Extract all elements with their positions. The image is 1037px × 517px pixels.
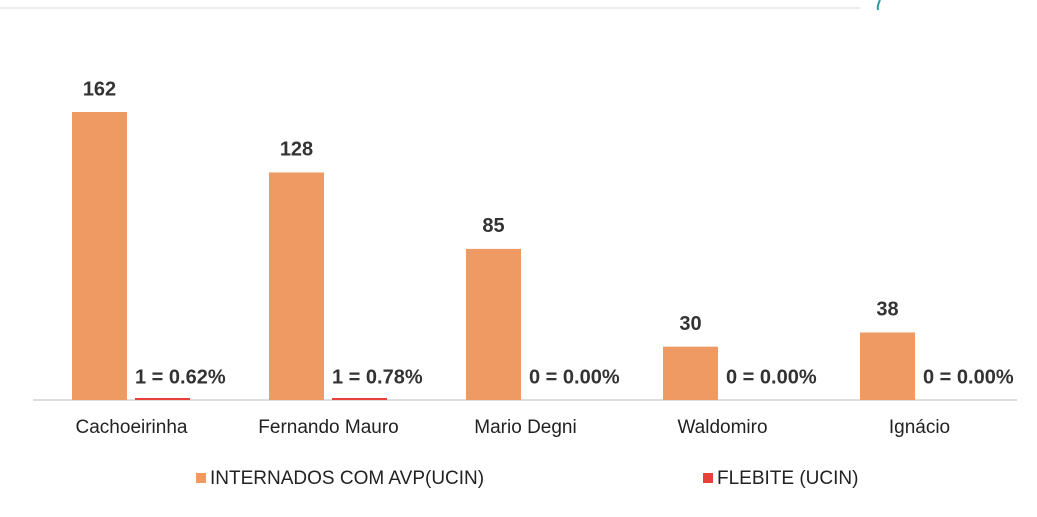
- data-label: 0 = 0.00%: [726, 366, 817, 388]
- decoration: [876, 0, 881, 11]
- data-label: 30: [679, 313, 701, 335]
- bar: [135, 398, 190, 400]
- bar: [663, 346, 718, 400]
- legend-swatch: [196, 473, 206, 483]
- bar: [860, 332, 915, 400]
- data-label: 162: [83, 78, 116, 100]
- legend-swatch: [703, 473, 713, 483]
- x-tick-label: Ignácio: [889, 417, 950, 438]
- legend-label: INTERNADOS COM AVP(UCIN): [210, 468, 484, 489]
- data-label: 1 = 0.78%: [332, 366, 423, 388]
- data-label: 0 = 0.00%: [923, 366, 1014, 388]
- data-label: 0 = 0.00%: [529, 366, 620, 388]
- x-tick-label: Cachoeirinha: [76, 417, 188, 438]
- legend-label: FLEBITE (UCIN): [717, 468, 858, 489]
- x-tick-label: Mario Degni: [474, 417, 576, 438]
- bar: [332, 398, 387, 400]
- x-tick-label: Fernando Mauro: [258, 417, 398, 438]
- data-label: 85: [482, 215, 504, 237]
- bar: [72, 112, 127, 400]
- bar: [269, 172, 324, 400]
- data-label: 128: [280, 139, 313, 161]
- data-label: 1 = 0.62%: [135, 366, 226, 388]
- bar: [466, 248, 521, 400]
- x-tick-label: Waldomiro: [677, 417, 767, 438]
- data-label: 38: [876, 299, 898, 321]
